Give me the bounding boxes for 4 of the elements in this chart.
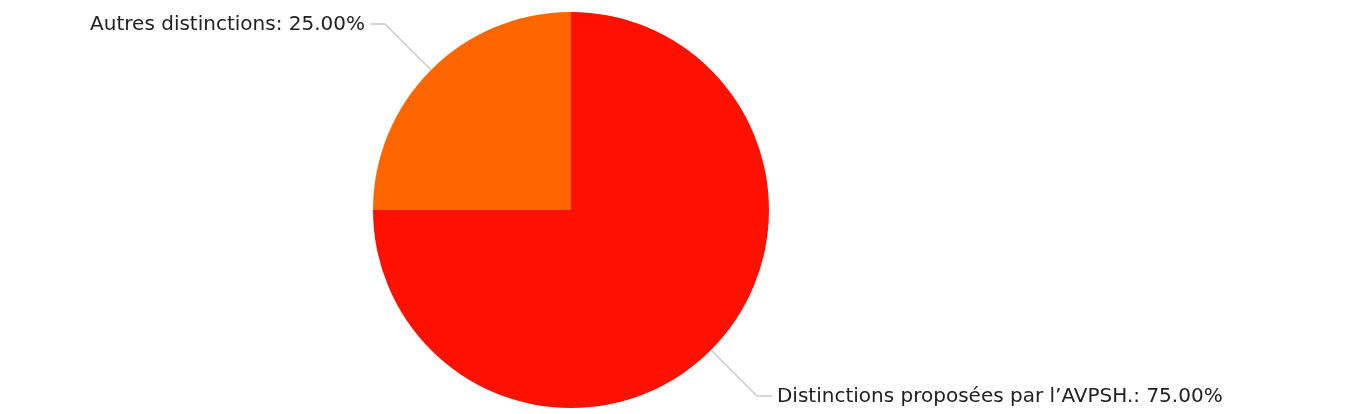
- pie-slice: [373, 12, 769, 408]
- pie-slice: [373, 12, 571, 210]
- slice-label: Autres distinctions: 25.00%: [90, 11, 366, 36]
- slice-label: Distinctions proposées par l’AVPSH.: 75.00%: [776, 382, 1223, 407]
